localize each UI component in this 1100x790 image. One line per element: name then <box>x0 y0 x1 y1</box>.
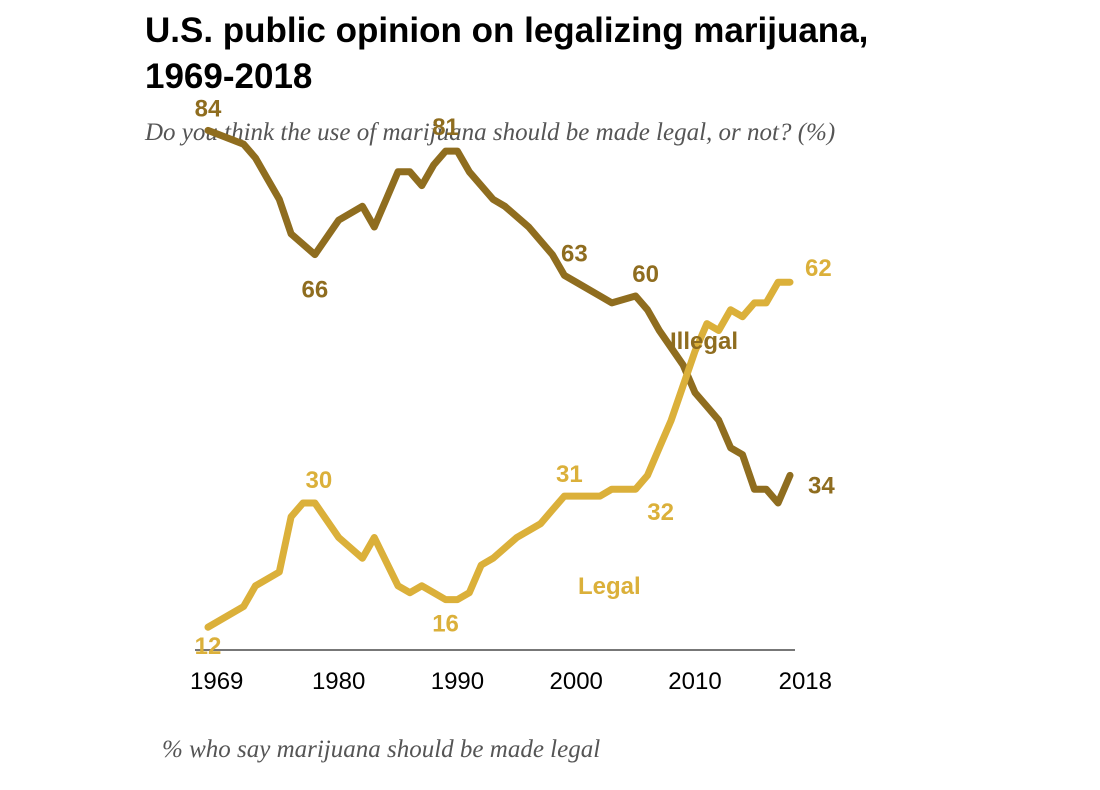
chart-title: U.S. public opinion on legalizing mariju… <box>145 11 869 96</box>
x-tick-label-1969: 1969 <box>190 668 243 695</box>
series-line-legal <box>204 278 794 631</box>
data-label-illegal-1978: 66 <box>302 277 329 304</box>
data-label-illegal-1989: 81 <box>432 114 459 141</box>
data-label-illegal-2018: 34 <box>808 472 835 499</box>
data-label-legal-1978: 30 <box>306 467 333 494</box>
data-label-legal-1999: 31 <box>556 461 583 488</box>
x-tick-label-2010: 2010 <box>668 668 721 695</box>
series-labels: Illegal Legal <box>578 328 738 600</box>
series-label-illegal: Illegal <box>670 328 738 355</box>
series-line-illegal <box>204 126 794 507</box>
data-label-legal-1969: 12 <box>195 633 222 660</box>
x-axis-ticks: 1969 1980 1990 2000 2010 2018 <box>190 668 832 695</box>
chart-subtitle: Do you think the use of marijuana should… <box>145 119 836 146</box>
data-label-legal-1989: 16 <box>432 611 459 638</box>
x-tick-label-2018: 2018 <box>779 668 832 695</box>
data-labels: 84 66 81 63 60 34 12 30 16 31 32 62 <box>195 95 836 660</box>
chart-footnote: % who say marijuana should be made legal <box>162 736 601 763</box>
data-label-illegal-1999: 63 <box>561 240 588 267</box>
x-tick-label-1980: 1980 <box>312 668 365 695</box>
data-label-illegal-1969: 84 <box>195 95 222 122</box>
series-lines <box>204 126 794 631</box>
data-label-legal-2005: 32 <box>647 499 674 526</box>
x-tick-label-2000: 2000 <box>550 668 603 695</box>
data-label-legal-2018: 62 <box>805 255 832 282</box>
x-tick-label-1990: 1990 <box>431 668 484 695</box>
series-label-legal: Legal <box>578 573 641 600</box>
data-label-illegal-2005: 60 <box>632 261 659 288</box>
